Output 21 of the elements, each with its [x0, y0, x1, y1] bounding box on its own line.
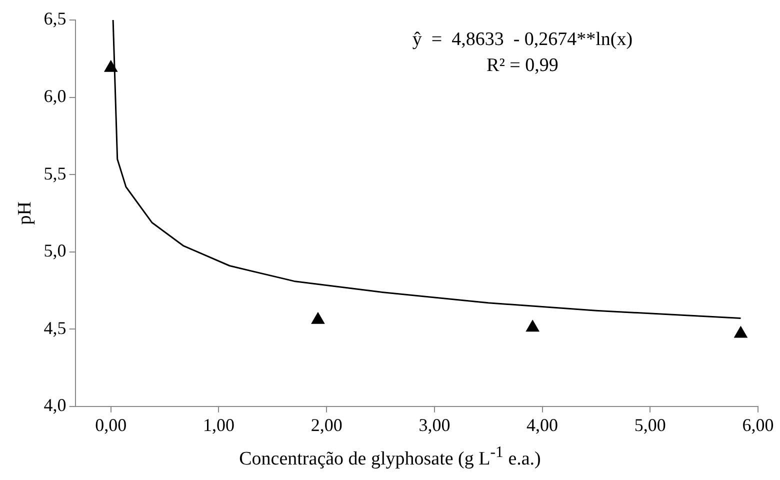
- annotation: ŷ = 4,8633 - 0,2674**ln(x): [412, 28, 633, 50]
- x-tick-label: 2,00: [310, 414, 342, 435]
- y-tick-label: 4,5: [44, 318, 66, 338]
- x-axis-title: Concentração de glyphosate (g L$^{-1}$ e.a.): [238, 444, 542, 470]
- point: [311, 312, 325, 324]
- y-tick-label: 5,0: [44, 240, 66, 261]
- y-tick-label: 6,5: [44, 8, 66, 29]
- x-tick-label: 0,00: [95, 414, 127, 435]
- point: [734, 326, 748, 338]
- x-tick-label: 3,00: [418, 414, 450, 435]
- x-tick-label: 1,00: [202, 414, 234, 435]
- x-tick-label: 6,00: [742, 414, 774, 435]
- point: [526, 320, 540, 332]
- x-tick-label: 5,00: [634, 414, 666, 435]
- y-tick-label: 6,0: [44, 86, 66, 106]
- x-tick-label: 4,00: [526, 414, 558, 435]
- y-tick-label: 5,5: [44, 163, 66, 184]
- y-tick-label: 4,0: [44, 395, 66, 416]
- point: [104, 60, 118, 72]
- y-axis-title: pH: [14, 201, 36, 225]
- annotation: R² = 0,99: [486, 54, 558, 76]
